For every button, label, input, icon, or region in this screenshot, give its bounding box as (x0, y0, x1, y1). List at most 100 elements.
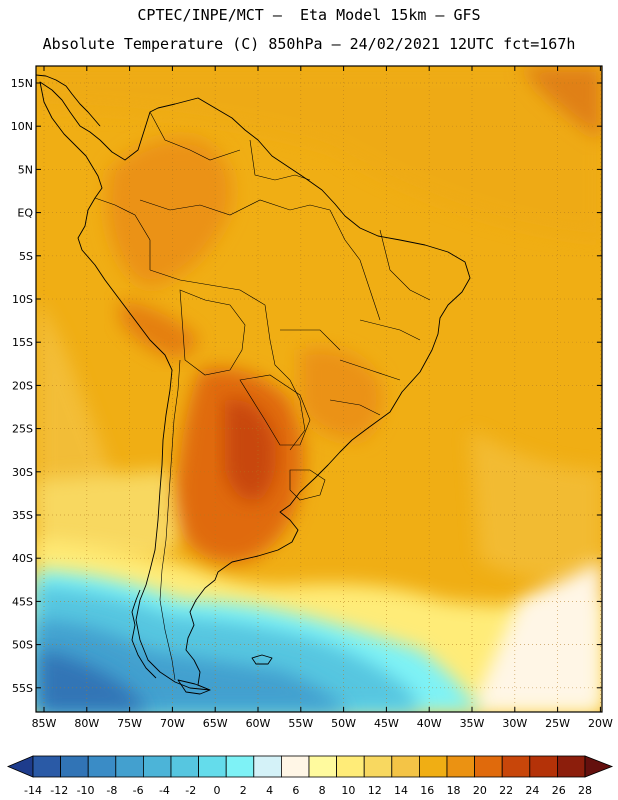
field-bolivia (120, 300, 200, 360)
lon-label: 55W (288, 717, 313, 730)
caribbean-coast (35, 74, 101, 127)
field-pale-se (470, 560, 602, 712)
colorbar-label: 16 (420, 784, 434, 797)
colorbar-label: -14 (24, 784, 42, 797)
title-line-2: Absolute Temperature (C) 850hPa – 24/02/… (42, 35, 576, 53)
lat-label: 30S (12, 466, 33, 479)
colorbar-box (253, 755, 282, 778)
country-borders (94, 111, 431, 681)
colorbar-arrow-right (584, 755, 614, 778)
field-andes-warm (106, 138, 232, 287)
colorbar-box (225, 755, 255, 778)
colorbar-label: 20 (473, 784, 487, 797)
colorbar-box (308, 755, 338, 778)
lat-label: 10S (12, 293, 33, 306)
field-atlantic-band (470, 430, 602, 580)
colorbar-label: 2 (240, 784, 247, 797)
border-states-brazil (280, 209, 431, 416)
colorbar-box (418, 755, 448, 778)
tierra-del-fuego (177, 679, 211, 695)
colorbar-box (60, 755, 89, 778)
colorbar-label: -4 (159, 784, 170, 797)
colorbar-box (142, 755, 172, 778)
lat-label: 15S (12, 336, 33, 349)
colorbar-box (87, 755, 117, 778)
colorbar-label: 10 (341, 784, 355, 797)
coastlines (35, 74, 471, 695)
temperature-field (36, 66, 602, 712)
map-frame (35, 65, 603, 713)
lat-label: 45S (12, 595, 33, 608)
colorbar-box (336, 755, 365, 778)
colorbar-box (446, 755, 476, 778)
lat-label: 15N (11, 77, 33, 90)
border-paraguay (239, 374, 311, 446)
lon-label: 50W (331, 717, 356, 730)
south-america-coast (39, 81, 471, 691)
lat-label: 50S (12, 639, 33, 652)
colorbar-label: 26 (552, 784, 566, 797)
lon-label: 75W (117, 717, 142, 730)
field-north (36, 66, 602, 240)
lon-label: 65W (203, 717, 228, 730)
colorbar-label: 14 (394, 784, 408, 797)
lon-label: 25W (545, 717, 570, 730)
colorbar-box (501, 755, 531, 778)
colorbar-label: 0 (214, 784, 221, 797)
colorbar-label: 12 (368, 784, 382, 797)
field-deep-blue (40, 650, 150, 712)
colorbar-label: 24 (525, 784, 539, 797)
colorbar-label: -10 (77, 784, 95, 797)
colorbar-box (474, 755, 503, 778)
field-ne-warm (520, 66, 602, 140)
lat-label: 5N (18, 163, 33, 176)
lon-label: 40W (417, 717, 442, 730)
border-uruguay (289, 469, 326, 501)
colorbar-label: -12 (50, 784, 68, 797)
colorbar-box (115, 755, 144, 778)
lat-label: 20S (12, 379, 33, 392)
colorbar-box (557, 755, 586, 778)
colorbar-label: 18 (447, 784, 461, 797)
colorbar-box (529, 755, 558, 778)
colorbar (6, 755, 614, 778)
colorbar-labels: -14 -12 -10 -8 -6 -4 -2 0 2 4 6 8 10 12 14 16 18 20 22 24 26… (24, 784, 592, 797)
border-andes (159, 359, 181, 681)
field-brazil-se (300, 348, 383, 440)
border-brazil-north (139, 199, 331, 216)
colorbar-box (170, 755, 200, 778)
lon-label: 35W (460, 717, 485, 730)
colorbar-box (280, 755, 310, 778)
border-brazil-west (149, 269, 306, 451)
lon-label: 70W (160, 717, 185, 730)
lon-label: 30W (502, 717, 527, 730)
colorbar-label: 28 (578, 784, 592, 797)
lat-label: 40S (12, 552, 33, 565)
colorbar-label: 22 (499, 784, 513, 797)
border-guianas (249, 139, 311, 181)
field-pacific-south (36, 470, 200, 560)
lat-label: 5S (19, 250, 33, 263)
longitude-labels: 85W 80W 75W 70W 65W 60W 55W 50W 45W 40W 35W 30W 25W 2… (32, 66, 613, 730)
colorbar-label: -8 (106, 784, 117, 797)
colorbar-box (32, 755, 62, 778)
field-pacific-band (36, 300, 120, 520)
border-venezuela (149, 111, 241, 161)
lon-label: 60W (246, 717, 271, 730)
lon-label: 80W (74, 717, 99, 730)
border-peru-colombia (94, 197, 151, 270)
lon-label: 20W (588, 717, 613, 730)
lat-label: 55S (12, 682, 33, 695)
colorbar-box (363, 755, 393, 778)
border-bolivia (179, 289, 246, 376)
lat-label: 25S (12, 423, 33, 436)
lat-label: EQ (17, 207, 33, 220)
colorbar-box (198, 755, 227, 778)
field-chaco-hot (225, 399, 276, 501)
lon-label: 85W (32, 717, 57, 730)
colorbar-box (391, 755, 420, 778)
colorbar-label: 4 (266, 784, 273, 797)
latitude-labels: 15N 10N 5N EQ 5S 10S 15S 20S 25S 30S 35S 40S 45S 50S 5… (11, 77, 602, 695)
colorbar-label: -2 (185, 784, 196, 797)
